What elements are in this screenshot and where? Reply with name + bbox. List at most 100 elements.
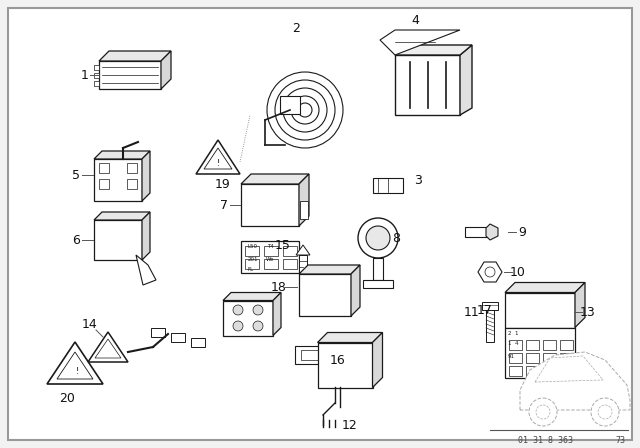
Text: T4: T4 bbox=[267, 244, 274, 249]
Text: 4: 4 bbox=[411, 13, 419, 26]
Bar bbox=[505, 328, 575, 378]
Polygon shape bbox=[520, 352, 630, 410]
Text: 01 31 8 363: 01 31 8 363 bbox=[518, 435, 573, 444]
Circle shape bbox=[555, 307, 565, 317]
Bar bbox=[559, 353, 573, 363]
Bar bbox=[93, 73, 99, 78]
Bar bbox=[299, 274, 351, 316]
Polygon shape bbox=[161, 51, 171, 89]
Text: 12: 12 bbox=[342, 418, 358, 431]
Bar bbox=[299, 255, 307, 283]
Bar bbox=[94, 159, 142, 201]
Text: 201: 201 bbox=[248, 257, 259, 262]
Bar bbox=[465, 227, 490, 237]
Bar bbox=[99, 179, 109, 189]
Text: !: ! bbox=[216, 159, 220, 168]
Circle shape bbox=[298, 103, 312, 117]
Circle shape bbox=[253, 321, 263, 331]
Bar bbox=[151, 327, 165, 336]
Text: 6: 6 bbox=[72, 233, 80, 246]
Text: 91: 91 bbox=[508, 354, 515, 359]
Text: 2: 2 bbox=[292, 22, 300, 34]
Bar bbox=[505, 293, 575, 327]
Bar bbox=[295, 346, 325, 364]
Bar bbox=[543, 366, 556, 376]
Circle shape bbox=[536, 405, 550, 419]
Text: L50: L50 bbox=[248, 244, 258, 249]
Bar bbox=[245, 246, 259, 256]
Polygon shape bbox=[196, 140, 240, 174]
Polygon shape bbox=[204, 148, 232, 169]
Polygon shape bbox=[99, 51, 171, 61]
Polygon shape bbox=[372, 332, 383, 388]
Polygon shape bbox=[460, 45, 472, 115]
Bar bbox=[127, 163, 137, 173]
Circle shape bbox=[291, 96, 319, 124]
Polygon shape bbox=[505, 283, 585, 293]
Text: 11: 11 bbox=[464, 306, 480, 319]
Bar bbox=[171, 332, 185, 341]
Text: 13: 13 bbox=[580, 306, 596, 319]
Bar bbox=[543, 353, 556, 363]
Polygon shape bbox=[575, 283, 585, 327]
Bar bbox=[373, 258, 383, 280]
Text: !: ! bbox=[76, 366, 79, 375]
Polygon shape bbox=[223, 293, 281, 301]
Polygon shape bbox=[142, 212, 150, 260]
Bar bbox=[509, 340, 522, 350]
Polygon shape bbox=[299, 174, 309, 226]
Circle shape bbox=[598, 405, 612, 419]
Bar bbox=[99, 61, 161, 89]
Text: 2  1: 2 1 bbox=[508, 331, 518, 336]
Polygon shape bbox=[88, 332, 128, 362]
Text: 16: 16 bbox=[330, 353, 346, 366]
Polygon shape bbox=[351, 265, 360, 316]
Circle shape bbox=[267, 72, 343, 148]
Text: 1  4: 1 4 bbox=[508, 341, 518, 346]
Circle shape bbox=[366, 226, 390, 250]
Bar bbox=[283, 259, 297, 269]
Bar bbox=[363, 280, 393, 288]
Bar bbox=[509, 353, 522, 363]
Text: 5: 5 bbox=[72, 168, 80, 181]
Polygon shape bbox=[395, 45, 472, 55]
Text: 10: 10 bbox=[510, 266, 526, 279]
Bar bbox=[482, 302, 498, 310]
Text: 8: 8 bbox=[392, 232, 400, 245]
Circle shape bbox=[358, 218, 398, 258]
Bar bbox=[93, 65, 99, 69]
Bar bbox=[264, 259, 278, 269]
Bar bbox=[509, 366, 522, 376]
Text: 17: 17 bbox=[477, 303, 493, 316]
Polygon shape bbox=[95, 339, 121, 358]
Circle shape bbox=[233, 305, 243, 315]
Circle shape bbox=[529, 398, 557, 426]
Text: 14: 14 bbox=[82, 318, 98, 331]
Bar bbox=[241, 241, 299, 273]
Bar bbox=[559, 340, 573, 350]
Text: 73: 73 bbox=[615, 435, 625, 444]
Circle shape bbox=[485, 267, 495, 277]
Polygon shape bbox=[241, 174, 309, 184]
Bar bbox=[525, 340, 538, 350]
Bar bbox=[245, 259, 259, 269]
Bar bbox=[300, 201, 308, 219]
Polygon shape bbox=[142, 151, 150, 201]
Circle shape bbox=[233, 321, 243, 331]
Bar bbox=[373, 177, 403, 193]
Text: 15: 15 bbox=[275, 238, 291, 251]
Bar bbox=[223, 301, 273, 336]
Text: FL: FL bbox=[248, 267, 254, 272]
Text: 3: 3 bbox=[414, 173, 422, 186]
Text: 20: 20 bbox=[59, 392, 75, 405]
Text: We: We bbox=[266, 257, 275, 262]
Polygon shape bbox=[548, 302, 572, 322]
Polygon shape bbox=[136, 255, 156, 285]
Polygon shape bbox=[47, 342, 103, 384]
Bar bbox=[241, 184, 299, 226]
Polygon shape bbox=[486, 224, 498, 240]
Bar bbox=[93, 81, 99, 86]
Text: 19: 19 bbox=[215, 177, 231, 190]
Bar bbox=[395, 55, 460, 115]
Text: 7: 7 bbox=[220, 198, 228, 211]
